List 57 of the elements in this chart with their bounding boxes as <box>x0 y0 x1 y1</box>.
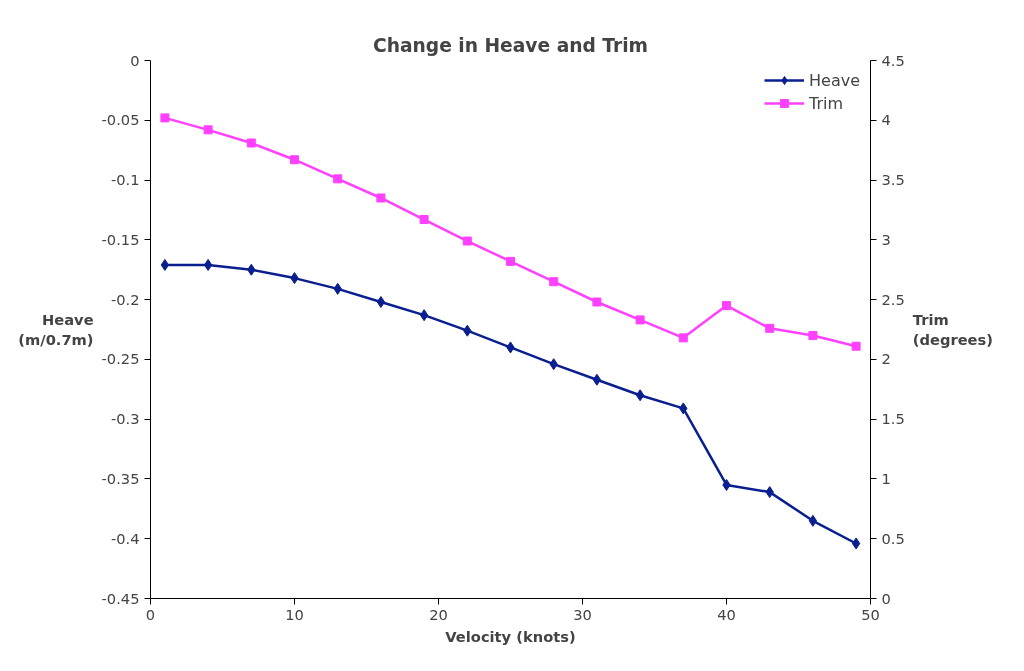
y2-tick-label: 2 <box>881 350 891 368</box>
y-tick-label: -0.05 <box>101 111 140 129</box>
point <box>722 301 731 311</box>
point <box>376 296 386 308</box>
point <box>765 323 775 333</box>
point <box>635 315 645 325</box>
point <box>635 389 645 402</box>
point <box>851 537 861 550</box>
x-axis-title: Velocity (knots) <box>445 627 576 645</box>
legend-label: Trim <box>809 93 844 113</box>
y2-tick-label: 4.5 <box>881 51 905 69</box>
x-tick-label: 10 <box>285 605 304 623</box>
y-tick-label: -0.1 <box>110 171 140 189</box>
point <box>549 277 559 287</box>
x-tick-label: 50 <box>861 605 880 623</box>
point <box>203 125 213 135</box>
x-tick-label: 20 <box>429 605 448 623</box>
y-tick-label: -0.15 <box>101 230 140 248</box>
chart-title: Change in Heave and Trim <box>372 34 649 56</box>
y-tick-label: -0.2 <box>110 290 140 308</box>
y-axis-title: Heave (m/0.7m) <box>18 310 94 349</box>
y2-tick-label: 2.5 <box>881 290 905 308</box>
point <box>592 297 602 307</box>
point <box>376 193 386 203</box>
y2-tick-label: 1.5 <box>881 410 905 428</box>
y-tick-label: 0 <box>130 51 140 69</box>
y-tick-label: -0.25 <box>101 350 140 368</box>
point <box>462 236 472 246</box>
point <box>808 330 818 340</box>
point <box>419 215 429 225</box>
y2-tick-label: 3.5 <box>881 171 905 189</box>
y2-tick-label: 1 <box>881 469 891 487</box>
point <box>246 138 256 148</box>
y2-axis-title: Trim (degrees) <box>912 310 993 349</box>
point <box>333 174 343 184</box>
point <box>203 258 213 271</box>
point <box>419 309 429 322</box>
y-tick-label: -0.35 <box>101 469 140 487</box>
point <box>290 155 299 165</box>
point <box>506 256 515 266</box>
y-tick-label: -0.3 <box>110 410 140 428</box>
y2-tick-label: 0.5 <box>881 529 905 547</box>
point <box>160 113 170 123</box>
y2-tick-label: 3 <box>881 230 891 248</box>
x-tick-label: 30 <box>573 605 592 623</box>
point <box>678 333 688 343</box>
x-tick-label: 0 <box>145 605 156 623</box>
y2-tick-label: 0 <box>881 589 891 607</box>
x-tick-label: 40 <box>717 605 736 623</box>
legend-label: Heave <box>809 70 860 90</box>
point <box>592 373 602 386</box>
y-tick-label: -0.4 <box>110 529 140 547</box>
point <box>808 514 818 527</box>
point <box>160 258 170 271</box>
point <box>851 341 861 351</box>
y-tick-label: -0.45 <box>101 589 140 607</box>
y2-tick-label: 4 <box>881 111 891 129</box>
